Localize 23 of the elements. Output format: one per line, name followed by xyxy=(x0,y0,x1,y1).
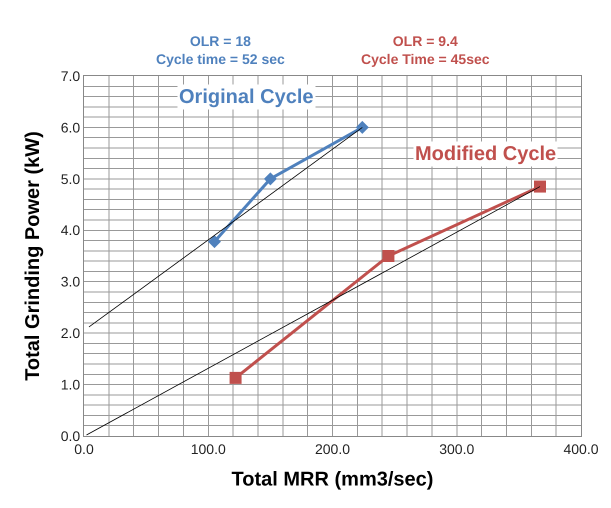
y-tick-label: 4.0 xyxy=(60,222,80,238)
x-tick-label: 300.0 xyxy=(439,440,474,457)
y-tick-label: 3.0 xyxy=(60,274,80,290)
x-tick-label: 400.0 xyxy=(563,440,599,457)
text: OLR = 9.4 Cycle Time = 45sec xyxy=(361,33,490,68)
point xyxy=(230,372,242,384)
point xyxy=(382,250,394,262)
text: Original Cycle xyxy=(179,86,314,108)
y-tick-label: 7.0 xyxy=(60,68,80,84)
x-axis-title: Total MRR (mm3/sec) xyxy=(232,468,434,490)
x-tick-label: 200.0 xyxy=(314,440,350,457)
text: OLR = 18 Cycle time = 52 sec xyxy=(156,33,286,68)
y-tick-label: 6.0 xyxy=(60,119,80,136)
y-tick-label: 2.0 xyxy=(60,325,80,342)
point xyxy=(356,120,369,134)
x-tick-label: 100.0 xyxy=(190,440,226,457)
point xyxy=(264,172,277,186)
point xyxy=(534,180,546,193)
series-label: Modified Cycle xyxy=(415,143,556,165)
point xyxy=(208,235,221,248)
y-tick-label: 5.0 xyxy=(60,170,80,187)
y-tick-label: 1.0 xyxy=(60,376,80,392)
y-axis-title: Total Grinding Power (kW) xyxy=(22,131,44,381)
